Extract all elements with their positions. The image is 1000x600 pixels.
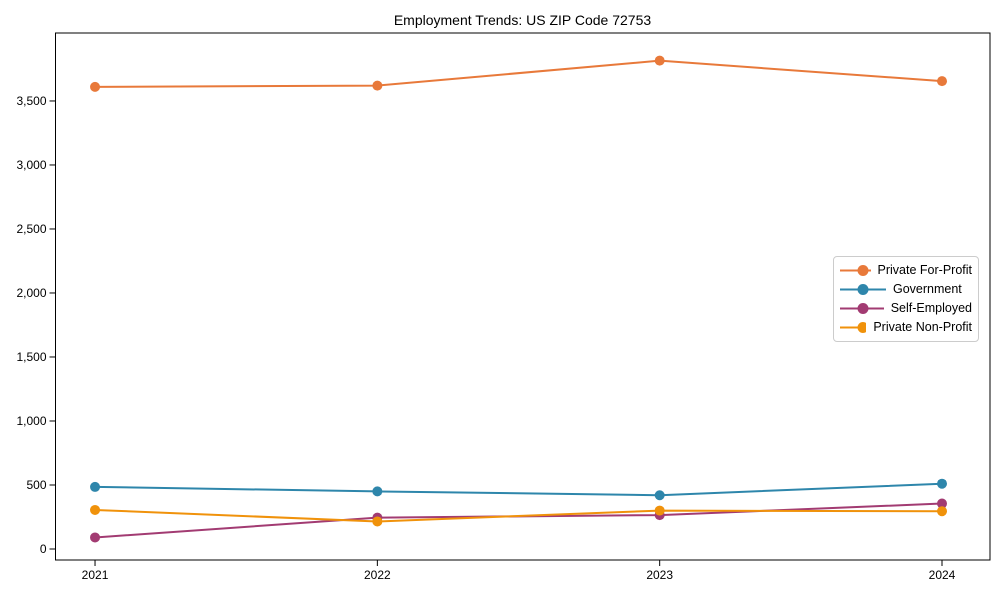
data-point-marker <box>90 481 101 492</box>
plot-area-spines <box>55 32 991 561</box>
data-point-marker <box>372 516 383 527</box>
data-point-marker <box>654 505 665 516</box>
series-line-private-non-profit <box>94 508 944 523</box>
x-axis-tick-label: 2024 <box>929 568 956 582</box>
data-point-marker <box>90 504 101 515</box>
data-point-marker <box>937 506 948 517</box>
legend: Private For-Profit Government Self-Employe… <box>833 256 979 342</box>
x-axis-tick-label: 2021 <box>82 568 109 582</box>
data-point-marker <box>372 486 383 497</box>
legend-swatch-icon <box>840 322 867 333</box>
data-point-marker <box>937 498 948 509</box>
series-line-private-for-profit <box>94 59 944 88</box>
legend-label: Private Non-Profit <box>873 320 972 335</box>
y-axis-tick-label: 500 <box>26 478 46 492</box>
data-point-marker <box>372 80 383 91</box>
series-line-self-employed <box>94 502 944 539</box>
legend-label: Self-Employed <box>890 301 972 316</box>
legend-label: Government <box>893 282 962 297</box>
legend-item: Private Non-Profit <box>840 318 972 337</box>
y-axis-tick-label: 3,000 <box>16 158 46 172</box>
y-axis-tick-label: 1,000 <box>16 414 46 428</box>
chart-title: Employment Trends: US ZIP Code 72753 <box>393 12 652 28</box>
data-point-marker <box>937 478 948 489</box>
data-point-marker <box>90 532 101 543</box>
data-point-marker <box>654 490 665 501</box>
series-line-government <box>94 482 944 497</box>
data-point-marker <box>937 76 948 87</box>
legend-item: Government <box>840 280 972 299</box>
x-axis-tick-label: 2023 <box>646 568 673 582</box>
legend-item: Self-Employed <box>840 299 972 318</box>
legend-swatch-icon <box>840 265 871 276</box>
legend-swatch-icon <box>840 303 884 314</box>
legend-item: Private For-Profit <box>840 261 972 280</box>
y-axis-tick-label: 2,500 <box>16 222 46 236</box>
y-axis-tick-label: 1,500 <box>16 350 46 364</box>
y-axis-tick-label: 0 <box>40 542 47 556</box>
x-axis-tick-label: 2022 <box>364 568 391 582</box>
legend-swatch-icon <box>840 284 886 295</box>
legend-label: Private For-Profit <box>877 263 972 278</box>
y-axis-tick-label: 2,000 <box>16 286 46 300</box>
data-point-marker <box>90 81 101 92</box>
data-point-marker <box>654 55 665 66</box>
y-axis-tick-label: 3,500 <box>16 94 46 108</box>
